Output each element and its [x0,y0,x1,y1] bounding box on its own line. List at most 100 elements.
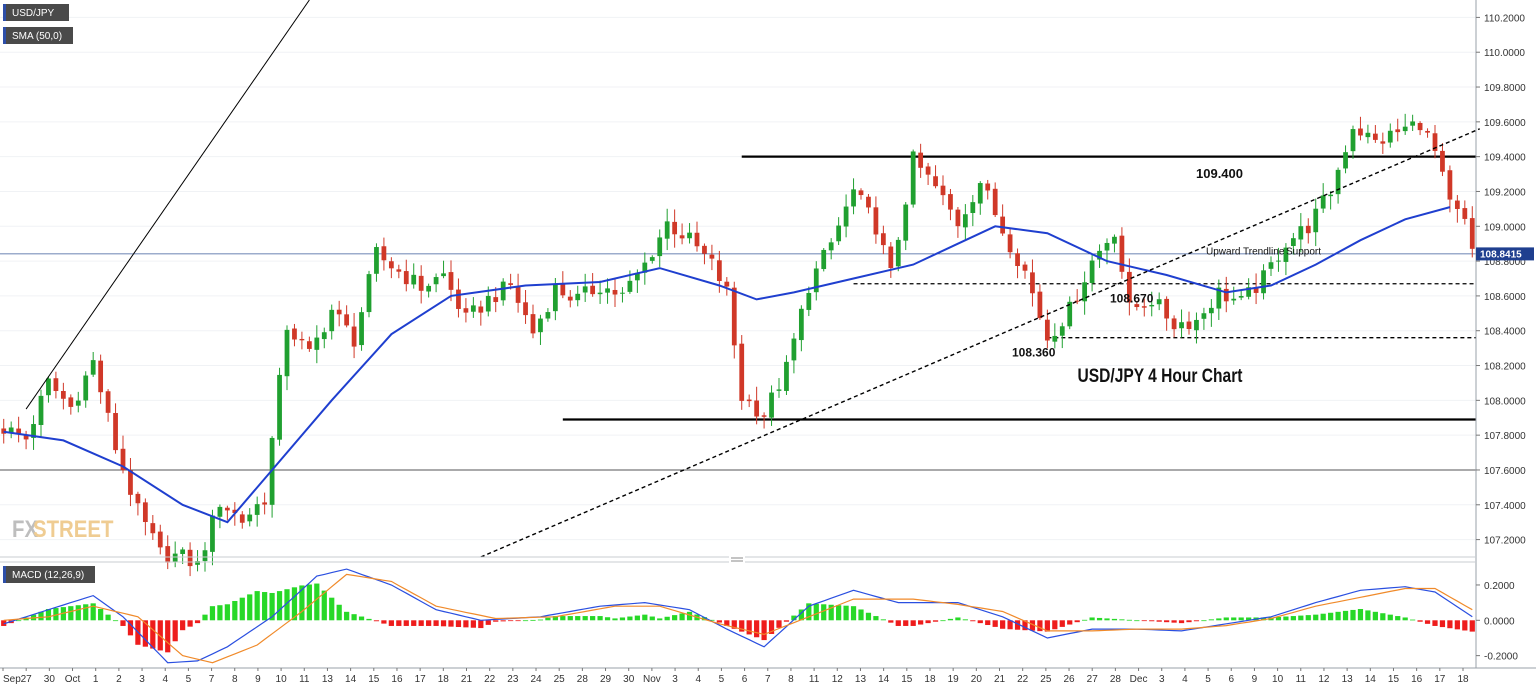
macd-histogram-bar [1111,618,1118,621]
macd-histogram-bar [1238,617,1244,621]
candle [418,265,424,304]
macd-histogram-bar [1231,617,1237,621]
candle [470,297,476,318]
macd-histogram-bar [105,614,111,621]
macd-histogram-bar [1283,616,1289,621]
candle [359,307,364,351]
candle [597,280,603,304]
macd-histogram-bar [418,620,424,626]
candle [31,415,36,450]
time-tick-label: 11 [809,674,820,685]
macd-histogram-bar [985,620,991,626]
time-tick-label: 17 [1434,674,1446,685]
time-tick-label: 18 [1457,674,1469,685]
time-tick-label: 13 [1342,674,1354,685]
macd-histogram-bar [590,616,596,621]
candle [46,376,51,403]
candle [1290,232,1296,255]
candle [1156,292,1162,311]
macd-histogram-bar [880,619,886,621]
macd-histogram-bar [821,604,827,621]
time-tick-label: 9 [1252,674,1258,685]
macd-histogram-bar [373,620,380,622]
time-tick-label: 18 [438,674,450,685]
candle [217,504,223,529]
macd-histogram-bar [1067,620,1073,625]
macd-histogram-bar [180,620,186,631]
time-tick-label: 14 [878,674,890,685]
time-tick-label: 4 [162,674,168,685]
candle [806,286,812,317]
time-tick-label: 17 [415,674,427,685]
macd-histogram-bar [478,620,484,629]
macd-histogram-bar [1193,620,1200,622]
candle [8,421,14,439]
candle [1261,264,1266,300]
candle [374,243,379,282]
macd-histogram-bar [560,616,566,621]
candle [985,179,991,200]
candle [321,327,327,349]
candle [567,290,573,308]
macd-histogram-bar [1037,620,1043,632]
time-tick-label: 10 [276,674,288,685]
macd-histogram-bar [970,620,976,622]
macd-tag[interactable]: MACD (12,26,9) [3,566,95,583]
candle [306,336,312,352]
macd-histogram-bar [98,608,104,621]
time-tick-label: 16 [391,674,403,685]
macd-histogram-bar [254,591,260,621]
candle [1,418,7,444]
time-tick-label: 6 [742,674,748,685]
candle [157,524,163,555]
macd-histogram-bar [761,620,767,641]
candle [970,195,976,227]
macd-histogram-bar [1141,620,1147,622]
time-tick-label: Nov [643,674,661,685]
macd-histogram-bar [165,620,171,653]
macd-histogram-bar [239,597,245,621]
macd-histogram-bar [1074,620,1080,623]
time-tick-label: Sep [3,674,21,685]
macd-histogram-bar [90,603,96,621]
macd-histogram-bar [500,620,506,622]
macd-histogram-bar [1022,620,1028,631]
time-tick-label: 4 [1182,674,1188,685]
macd-histogram-bar [947,618,954,621]
time-tick-label: 28 [577,674,589,685]
candle [396,264,402,279]
macd-histogram-bar [768,620,775,634]
candle [165,535,171,570]
macd-histogram-bar [1134,620,1140,622]
macd-histogram-bar [455,620,462,628]
candle [657,229,663,267]
macd-tick-label: -0.2000 [1484,652,1518,663]
macd-histogram-bar [1119,619,1125,621]
candles [1,113,1475,577]
macd-histogram-bar [1164,620,1170,623]
candle [1082,271,1088,315]
macd-histogram-bar [567,616,573,621]
time-tick-label: 15 [1388,674,1400,685]
macd-tick-label: 0.0000 [1484,616,1515,627]
macd-histogram-bar [888,620,894,623]
candle [493,287,499,313]
pane-resize-handle[interactable] [729,556,745,563]
macd-histogram-bar [672,615,678,621]
symbol-tag[interactable]: USD/JPY [3,4,69,21]
macd-histogram-bar [1424,620,1431,624]
candle [538,314,543,345]
candle [903,202,909,251]
candle [314,325,320,364]
candle [1119,227,1125,279]
sma-tag[interactable]: SMA (50,0) [3,27,73,44]
candle [746,394,752,408]
macd-histogram-bar [1089,617,1095,621]
macd-histogram-bar [1104,618,1110,621]
macd-histogram-bar [552,616,558,621]
time-tick-label: Oct [65,674,81,685]
macd-histogram-bar [522,620,529,622]
candle [187,542,193,577]
macd-histogram-bar [686,611,693,621]
